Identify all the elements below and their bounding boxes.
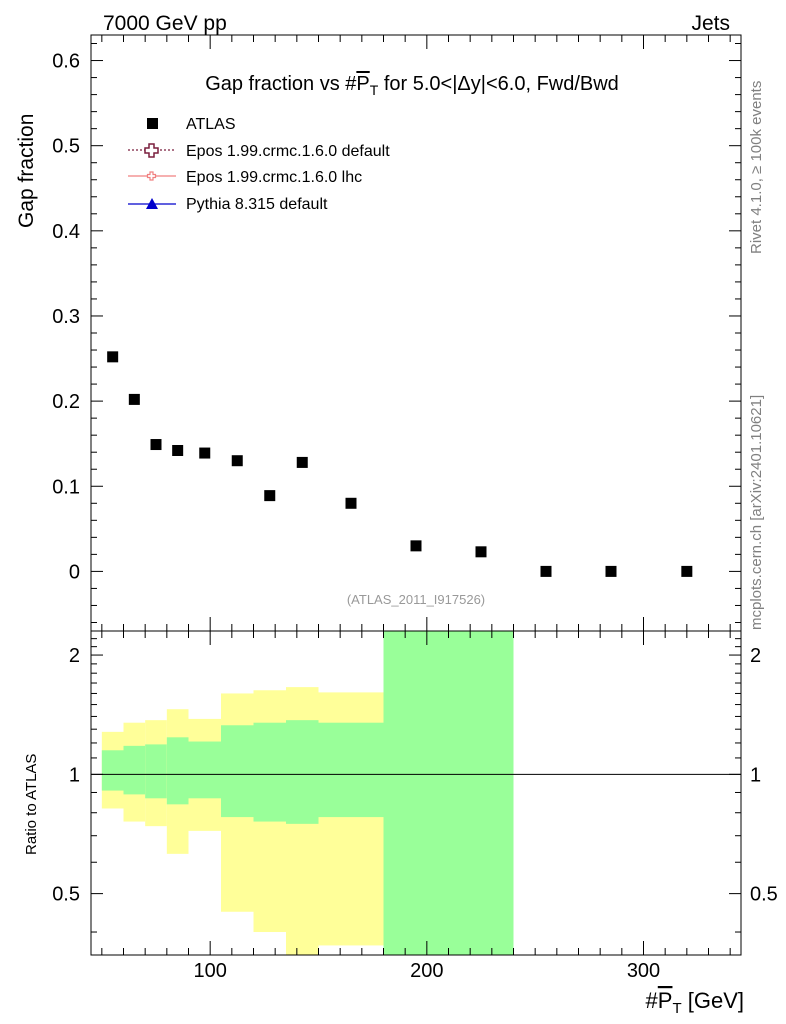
atlas-data-point [605, 565, 617, 577]
ratio-ytick-label-left: 2 [69, 645, 80, 667]
atlas-data-point [107, 351, 119, 363]
atlas-data-point [296, 456, 308, 468]
analysis-watermark: (ATLAS_2011_I917526) [347, 592, 485, 607]
main-ytick-label: 0.3 [52, 306, 80, 328]
main-ytick-label: 0 [69, 561, 80, 583]
legend-epos-lhc-label: Epos 1.99.crmc.1.6.0 lhc [186, 169, 362, 186]
xaxis-pt-symbol: P [658, 988, 673, 1013]
ratio-stat-band-6 [253, 722, 286, 822]
legend-atlas-marker [147, 118, 158, 129]
ratio-stat-band-2 [145, 744, 167, 799]
atlas-data-point [681, 565, 693, 577]
atlas-data-point [150, 439, 162, 451]
atlas-data-point [128, 393, 140, 405]
main-ytick-label: 0.6 [52, 51, 80, 73]
ratio-stat-band-4 [188, 741, 221, 799]
legend-entry-epos-lhc: Epos 1.99.crmc.1.6.0 lhc [128, 169, 362, 186]
ratio-ytick-label-right: 0.5 [750, 884, 778, 906]
legend-epos-lhc-marker [146, 171, 157, 181]
legend: ATLAS Epos 1.99.crmc.1.6.0 default Epos … [128, 116, 390, 213]
ratio-stat-band-0 [101, 750, 124, 791]
atlas-data-point [199, 447, 211, 459]
xtick-label: 100 [193, 960, 226, 982]
ratio-ytick-label-right: 1 [750, 764, 761, 786]
xaxis-label: #PT [GeV] [646, 988, 744, 1017]
legend-entry-pythia: Pythia 8.315 default [128, 196, 328, 213]
ratio-plot-frame [90, 630, 742, 956]
energy-label: 7000 GeV pp [103, 12, 227, 35]
axis-ticks: 0 0.1 0.2 0.3 0.4 0.5 0.6 0.5 0.5 1 1 2 2 100 200 300 [52, 35, 778, 982]
ratio-stat-band-10 [448, 631, 514, 955]
rivet-version-label: Rivet 4.1.0, ≥ 100k events [748, 81, 765, 254]
ratio-ytick-label-left: 0.5 [52, 884, 80, 906]
ratio-stat-band-7 [286, 720, 319, 824]
atlas-data-point [264, 490, 276, 502]
legend-entry-atlas: ATLAS [147, 116, 236, 133]
legend-epos-default-label: Epos 1.99.crmc.1.6.0 default [186, 143, 390, 160]
ratio-ytick-label-right: 2 [750, 645, 761, 667]
legend-pythia-marker [146, 198, 158, 209]
legend-pythia-label: Pythia 8.315 default [186, 196, 328, 213]
ratio-stat-band-3 [166, 737, 189, 805]
legend-epos-default-marker [144, 143, 159, 158]
process-label: Jets [691, 12, 730, 35]
title-pt-symbol: P [356, 73, 369, 95]
main-ylabel: Gap fraction [15, 114, 38, 228]
main-ytick-label: 0.1 [52, 476, 80, 498]
ratio-ylabel: Ratio to ATLAS [23, 754, 40, 855]
xtick-label: 300 [627, 960, 660, 982]
ratio-stat-band-8 [318, 722, 384, 818]
ratio-stat-band-9 [383, 631, 449, 955]
atlas-data-point [231, 455, 243, 467]
ratio-stat-band-1 [123, 745, 146, 795]
ratio-ytick-label-left: 1 [69, 764, 80, 786]
xtick-label: 200 [410, 960, 443, 982]
legend-entry-epos-default: Epos 1.99.crmc.1.6.0 default [128, 143, 390, 160]
ratio-stat-band-5 [221, 725, 254, 818]
atlas-data-point [540, 565, 552, 577]
main-title: Gap fraction vs #PT for 5.0<|Δy|<6.0, Fw… [205, 73, 619, 98]
ratio-uncertainty-bands [101, 631, 514, 955]
atlas-data-point [410, 540, 422, 552]
atlas-data-point [345, 497, 357, 509]
atlas-data-point [172, 444, 184, 456]
main-ytick-label: 0.4 [52, 221, 80, 243]
atlas-data-point [475, 546, 487, 558]
main-ytick-label: 0.5 [52, 136, 80, 158]
legend-atlas-label: ATLAS [186, 116, 236, 133]
mcplots-source-label: mcplots.cern.ch [arXiv:2401.10621] [748, 395, 765, 630]
main-ytick-label: 0.2 [52, 391, 80, 413]
atlas-data-points [107, 351, 693, 577]
